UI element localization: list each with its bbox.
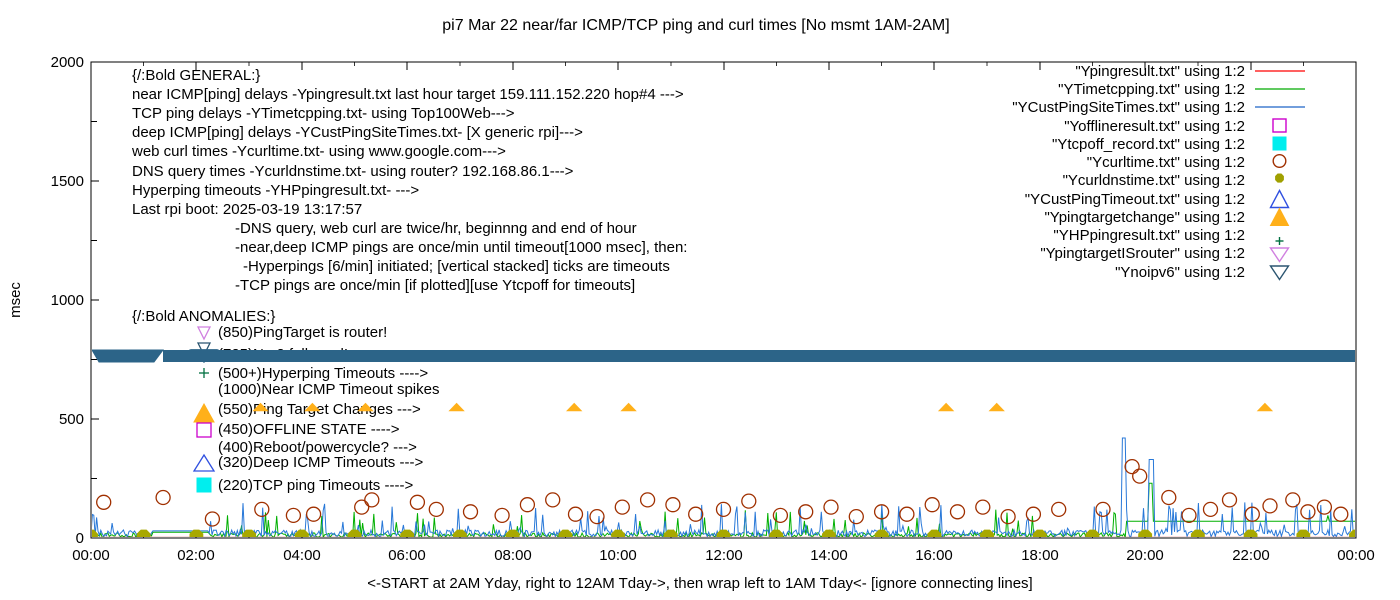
svg-text:02:00: 02:00 <box>177 547 215 564</box>
svg-text:"Ycurldnstime.txt" using 1:2: "Ycurldnstime.txt" using 1:2 <box>1063 172 1245 189</box>
svg-text:10:00: 10:00 <box>599 547 637 564</box>
svg-text:<-START at 2AM Yday, right to: <-START at 2AM Yday, right to 12AM Tday-… <box>367 575 1032 592</box>
svg-text:16:00: 16:00 <box>915 547 953 564</box>
svg-text:-TCP pings are once/min [if pl: -TCP pings are once/min [if plotted][use… <box>235 277 635 294</box>
svg-text:msec: msec <box>7 282 24 318</box>
svg-text:web curl times -Ycurltime.txt-: web curl times -Ycurltime.txt- using www… <box>131 143 506 160</box>
svg-text:(450)OFFLINE STATE ---->: (450)OFFLINE STATE ----> <box>218 421 400 438</box>
svg-text:"YCustPingSiteTimes.txt" using: "YCustPingSiteTimes.txt" using 1:2 <box>1012 99 1245 116</box>
svg-text:near ICMP[ping] delays -Ypingr: near ICMP[ping] delays -Ypingresult.txt … <box>132 86 684 103</box>
svg-text:{/:Bold GENERAL:}: {/:Bold GENERAL:} <box>132 67 260 84</box>
svg-text:18:00: 18:00 <box>1021 547 1059 564</box>
svg-text:deep ICMP[ping] delays -YCustP: deep ICMP[ping] delays -YCustPingSiteTim… <box>132 124 583 141</box>
svg-text:00:00: 00:00 <box>1337 547 1375 564</box>
svg-text:(500+)Hyperping Timeouts ---->: (500+)Hyperping Timeouts ----> <box>218 365 428 382</box>
svg-text:DNS query times -Ycurldnstime.: DNS query times -Ycurldnstime.txt- using… <box>132 163 574 180</box>
svg-text:TCP ping delays -YTimetcpping.: TCP ping delays -YTimetcpping.txt- using… <box>132 105 515 122</box>
svg-text:"YHPpingresult.txt" using 1:2: "YHPpingresult.txt" using 1:2 <box>1053 227 1245 244</box>
svg-text:"YCustPingTimeout.txt" using 1: "YCustPingTimeout.txt" using 1:2 <box>1025 191 1245 208</box>
svg-text:"Ycurltime.txt" using 1:2: "Ycurltime.txt" using 1:2 <box>1087 154 1245 171</box>
svg-text:(850)PingTarget is router!: (850)PingTarget is router! <box>218 324 387 341</box>
svg-text:pi7 Mar 22 near/far ICMP/TCP: pi7 Mar 22 near/far ICMP/TCP ping and cu… <box>442 17 949 34</box>
svg-text:"Yofflineresult.txt" using 1:2: "Yofflineresult.txt" using 1:2 <box>1064 118 1245 135</box>
svg-text:(1000)Near ICMP Timeout spikes: (1000)Near ICMP Timeout spikes <box>218 381 439 398</box>
svg-text:(550)Ping Target Changes --->: (550)Ping Target Changes ---> <box>218 401 421 418</box>
svg-text:-Hyperpings [6/min] initiated;: -Hyperpings [6/min] initiated; [vertical… <box>243 258 670 275</box>
svg-text:00:00: 00:00 <box>72 547 110 564</box>
svg-text:(320)Deep ICMP Timeouts --->: (320)Deep ICMP Timeouts ---> <box>218 454 423 471</box>
svg-text:Last rpi boot: 2025-03-19 13:1: Last rpi boot: 2025-03-19 13:17:57 <box>132 201 362 218</box>
svg-text:"YpingtargetISrouter" using 1:: "YpingtargetISrouter" using 1:2 <box>1040 245 1245 262</box>
svg-text:22:00: 22:00 <box>1232 547 1270 564</box>
svg-text:"Ynoipv6" using 1:2: "Ynoipv6" using 1:2 <box>1115 264 1245 281</box>
svg-text:Hyperping timeouts -YHPpingres: Hyperping timeouts -YHPpingresult.txt- -… <box>132 182 419 199</box>
svg-text:"Ypingtargetchange" using 1:2: "Ypingtargetchange" using 1:2 <box>1044 209 1245 226</box>
svg-text:06:00: 06:00 <box>388 547 426 564</box>
svg-text:04:00: 04:00 <box>283 547 321 564</box>
svg-text:-near,deep ICMP pings are once: -near,deep ICMP pings are once/min until… <box>235 239 687 256</box>
svg-text:1000: 1000 <box>51 292 84 309</box>
svg-text:08:00: 08:00 <box>494 547 532 564</box>
svg-text:"Ytcpoff_record.txt" using 1:2: "Ytcpoff_record.txt" using 1:2 <box>1052 136 1245 153</box>
svg-text:14:00: 14:00 <box>810 547 848 564</box>
svg-text:{/:Bold ANOMALIES:}: {/:Bold ANOMALIES:} <box>132 308 275 325</box>
svg-text:-DNS query, web curl are twice: -DNS query, web curl are twice/hr, begin… <box>235 220 637 237</box>
svg-text:(220)TCP ping Timeouts ---->: (220)TCP ping Timeouts ----> <box>218 477 413 494</box>
svg-text:20:00: 20:00 <box>1126 547 1164 564</box>
svg-text:500: 500 <box>59 411 84 428</box>
svg-text:1500: 1500 <box>51 173 84 190</box>
svg-text:12:00: 12:00 <box>705 547 743 564</box>
svg-text:2000: 2000 <box>51 54 84 71</box>
svg-text:0: 0 <box>76 530 84 547</box>
svg-text:"Ypingresult.txt" using 1:2: "Ypingresult.txt" using 1:2 <box>1075 63 1245 80</box>
svg-text:"YTimetcpping.txt" using 1:2: "YTimetcpping.txt" using 1:2 <box>1058 81 1245 98</box>
